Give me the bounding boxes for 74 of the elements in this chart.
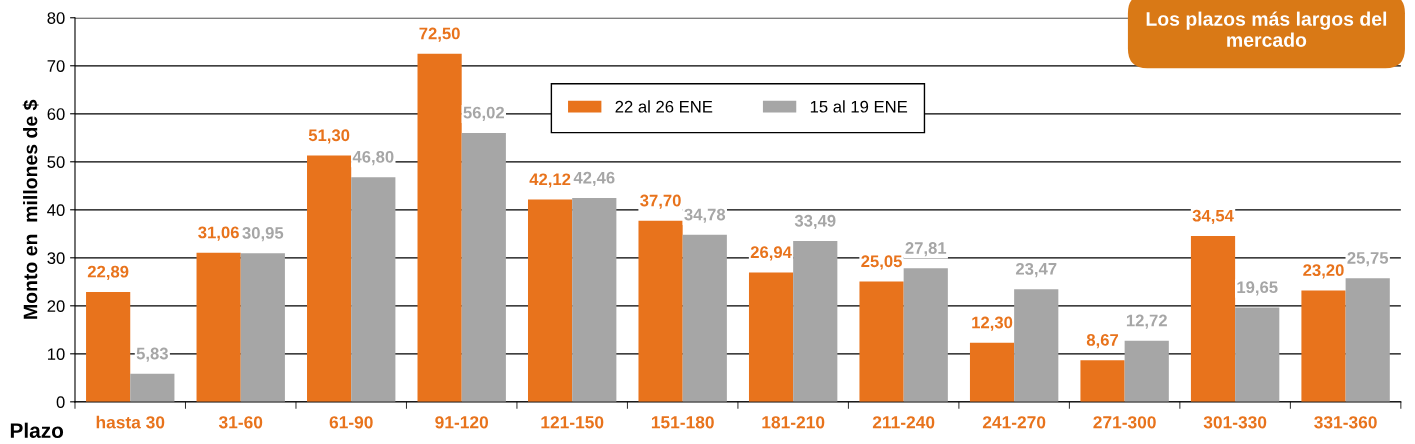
x-tick-label: 181-210 <box>762 416 825 429</box>
x-tick-label: 331-360 <box>1314 416 1377 429</box>
data-label: 30,95 <box>242 227 284 242</box>
x-tick-label: 121-150 <box>541 416 604 429</box>
data-label: 19,65 <box>1237 281 1278 296</box>
data-label: 26,94 <box>750 246 792 261</box>
y-tick-label: 60 <box>47 108 65 120</box>
legend-label: 15 al 19 ENE <box>810 100 908 113</box>
y-tick-label: 80 <box>47 12 65 24</box>
bar <box>461 132 506 402</box>
data-label: 34,54 <box>1192 209 1234 225</box>
bar <box>86 291 131 402</box>
bar <box>1235 307 1280 402</box>
bar <box>307 155 352 402</box>
annotation: Los plazos más largos del mercado <box>1146 11 1387 47</box>
x-tick-label: 91-120 <box>435 416 489 429</box>
bar <box>1080 360 1125 402</box>
x-tick-label: 271-300 <box>1093 416 1156 429</box>
bar <box>748 272 794 402</box>
y-tick-label: 0 <box>56 396 65 409</box>
y-tick-label: 70 <box>47 60 65 72</box>
data-label: 72,50 <box>419 27 460 42</box>
data-label: 23,20 <box>1303 264 1344 279</box>
data-label: 42,12 <box>529 173 571 188</box>
data-label: 12,72 <box>1126 314 1167 329</box>
bar <box>240 253 285 402</box>
data-label: 34,78 <box>684 208 726 223</box>
x-tick-label: 211-240 <box>872 416 935 429</box>
x-tick-label: 151-180 <box>651 416 714 429</box>
data-label: 42,46 <box>573 171 615 186</box>
data-label: 51,30 <box>308 129 350 144</box>
bar <box>793 241 838 402</box>
x-tick-label: 31-60 <box>218 416 263 429</box>
data-label: 31,06 <box>198 226 239 241</box>
bar <box>130 373 175 402</box>
data-label: 8,67 <box>1086 333 1119 349</box>
bar <box>638 220 683 402</box>
data-label: 12,30 <box>972 316 1013 331</box>
y-tick-label: 40 <box>47 204 65 216</box>
bar <box>903 268 948 402</box>
bar <box>1014 289 1059 402</box>
data-label: 46,80 <box>352 150 394 166</box>
data-label: 22,89 <box>87 265 129 280</box>
data-label: 5,83 <box>136 347 168 362</box>
y-tick-label: 30 <box>47 252 65 264</box>
data-label: 25,05 <box>861 255 902 270</box>
bar <box>351 177 396 402</box>
bar <box>859 281 904 402</box>
bar <box>572 197 617 402</box>
data-label: 25,75 <box>1347 251 1389 267</box>
bar <box>417 53 462 402</box>
bar <box>969 342 1015 402</box>
bar <box>682 234 727 402</box>
x-tick-label: 301-330 <box>1203 416 1267 429</box>
x-tick-label: 241-270 <box>982 416 1046 429</box>
data-label: 37,70 <box>640 194 681 209</box>
bar <box>528 199 573 402</box>
y-tick-label: 20 <box>47 300 65 313</box>
data-label: 56,02 <box>463 106 504 121</box>
y-tick-label: 50 <box>47 156 65 168</box>
bar <box>1301 290 1346 402</box>
y-axis-title: Monto en millones de $ <box>22 99 39 319</box>
x-tick-label: 61-90 <box>329 416 373 429</box>
data-label: 33,49 <box>794 214 836 230</box>
x-tick-label: hasta 30 <box>96 415 165 429</box>
legend-label: 22 al 26 ENE <box>615 100 713 113</box>
data-label: 23,47 <box>1015 262 1057 278</box>
bar <box>196 252 241 402</box>
bar <box>1345 278 1390 402</box>
data-label: 27,81 <box>905 242 947 257</box>
bar <box>1124 340 1169 402</box>
x-axis-title: Plazo <box>10 422 64 438</box>
bar <box>1190 236 1236 402</box>
y-tick-label: 10 <box>48 348 65 361</box>
